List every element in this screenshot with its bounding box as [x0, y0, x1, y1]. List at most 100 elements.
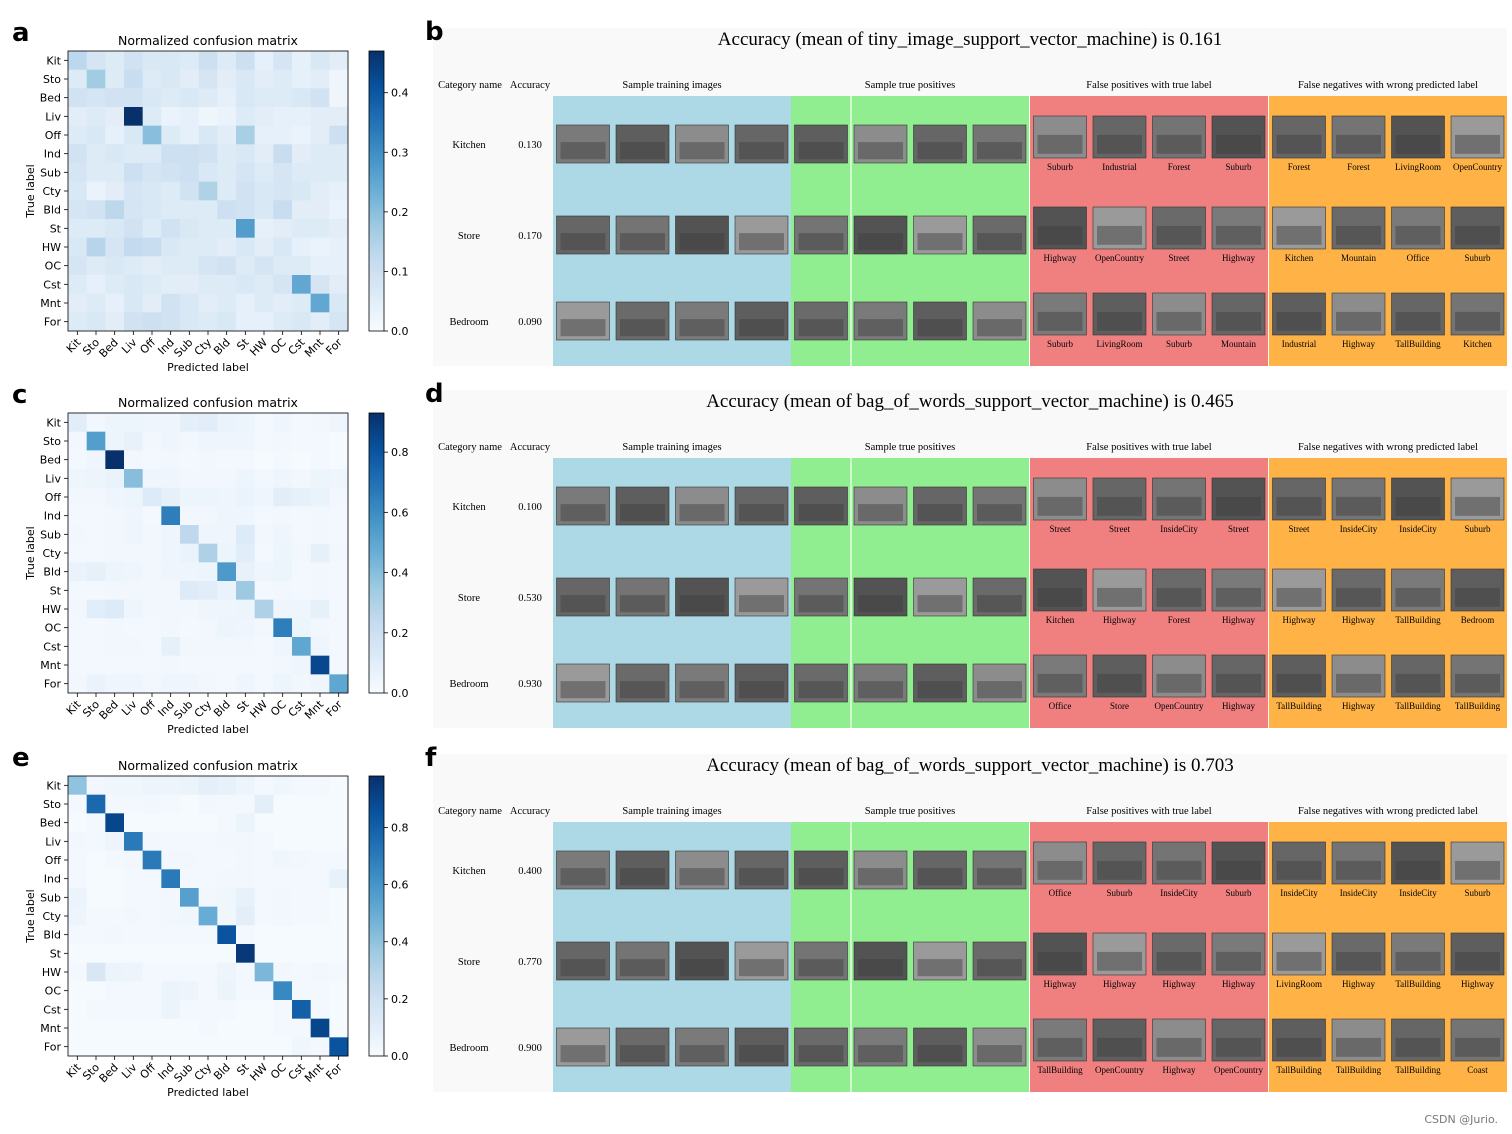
- heatmap-cell: [217, 51, 237, 71]
- thumbnail-detail: [560, 319, 606, 337]
- heatmap-cell: [198, 181, 218, 201]
- thumbnail-detail: [679, 233, 725, 251]
- heatmap-cell: [254, 637, 274, 657]
- heatmap-cell: [329, 813, 349, 833]
- heatmap-cell: [292, 275, 312, 295]
- y-tick-label: For: [44, 678, 62, 691]
- thumbnail-detail: [739, 868, 784, 886]
- heatmap-cell: [310, 413, 330, 433]
- heatmap-cell: [236, 599, 256, 619]
- heatmap-cell: [329, 562, 349, 582]
- heatmap-cell: [292, 256, 312, 276]
- thumbnail-detail: [977, 959, 1022, 977]
- x-tick-label: HW: [247, 336, 270, 359]
- heatmap-cell: [236, 962, 256, 982]
- thumbnail-detail: [977, 868, 1022, 886]
- thumbnail-image: [1272, 206, 1326, 250]
- heatmap-cell: [198, 869, 218, 889]
- heatmap-cell: [124, 906, 144, 926]
- x-tick-label: Bld: [211, 336, 233, 358]
- heatmap-cell: [198, 312, 218, 332]
- thumbnail-detail: [679, 319, 725, 337]
- thumbnail-detail: [1037, 134, 1083, 154]
- heatmap-cell: [254, 813, 274, 833]
- heatmap-cell: [254, 107, 274, 127]
- heatmap-cell: [161, 776, 181, 796]
- thumbnail-image: [615, 301, 670, 341]
- heatmap-cell: [68, 256, 88, 276]
- thumbnail-image: [1391, 932, 1445, 976]
- heatmap-cell: [86, 237, 106, 257]
- heatmap-cell: [86, 906, 106, 926]
- thumbnail-detail: [1455, 311, 1500, 331]
- thumbnail-label: Highway: [1283, 615, 1316, 625]
- thumbnail-image: [913, 850, 967, 890]
- heatmap-cell: [86, 219, 106, 239]
- thumbnail-detail: [560, 595, 606, 613]
- thumbnail-image: [1152, 477, 1206, 521]
- colorbar: [368, 412, 385, 694]
- heatmap-cell: [236, 51, 256, 71]
- heatmap-cell: [217, 256, 237, 276]
- thumbnail-label: Highway: [1342, 979, 1375, 989]
- thumbnail-image: [1211, 932, 1266, 976]
- heatmap-cell: [161, 163, 181, 183]
- heatmap-cell: [86, 51, 106, 71]
- thumbnail-label: Highway: [1163, 979, 1196, 989]
- heatmap-cell: [292, 450, 312, 470]
- heatmap-cell: [68, 450, 88, 470]
- thumbnail-detail: [620, 319, 665, 337]
- x-tick-label: Bed: [97, 698, 121, 722]
- thumbnail-detail: [1455, 587, 1500, 607]
- heatmap-cell: [68, 674, 88, 694]
- heatmap-cell: [217, 88, 237, 108]
- y-tick-label: Bld: [43, 929, 61, 942]
- heatmap-cell: [105, 506, 125, 526]
- heatmap-cell: [310, 1000, 330, 1020]
- thumbnail-image: [1211, 206, 1266, 250]
- y-tick-label: HW: [42, 966, 61, 979]
- heatmap-cell: [161, 944, 181, 964]
- thumbnail-detail: [1395, 673, 1441, 693]
- heatmap-cell: [236, 869, 256, 889]
- heatmap-cell: [236, 413, 256, 433]
- thumbnail-image: [794, 215, 848, 255]
- heatmap-cell: [273, 275, 293, 295]
- heatmap-cell: [217, 1018, 237, 1038]
- heatmap-cell: [292, 88, 312, 108]
- y-tick-label: For: [44, 1041, 62, 1054]
- heatmap-cell: [310, 450, 330, 470]
- heatmap-cell: [86, 981, 106, 1001]
- heatmap-cell: [236, 888, 256, 908]
- thumbnail-image: [794, 124, 848, 164]
- heatmap-cell: [273, 107, 293, 127]
- thumbnail-image: [794, 301, 848, 341]
- y-tick-label: Cst: [43, 1003, 61, 1016]
- heatmap-cell: [86, 256, 106, 276]
- heatmap-cell: [236, 144, 256, 164]
- thumbnail-detail: [1156, 951, 1202, 971]
- heatmap-cell: [236, 107, 256, 127]
- x-tick-label: Liv: [119, 1061, 140, 1082]
- heatmap-cell: [273, 655, 293, 675]
- heatmap-cell: [86, 543, 106, 563]
- heatmap-cell: [254, 181, 274, 201]
- heatmap-cell: [254, 1000, 274, 1020]
- thumbnail-detail: [620, 595, 665, 613]
- thumbnail-detail: [1037, 860, 1083, 880]
- thumbnail-label: Suburb: [1047, 339, 1074, 349]
- heatmap-cell: [105, 981, 125, 1001]
- chart-title: Normalized confusion matrix: [118, 395, 298, 410]
- x-tick-label: Kit: [64, 1060, 84, 1080]
- heatmap-cell: [329, 776, 349, 796]
- heatmap-cell: [142, 219, 162, 239]
- heatmap-cell: [329, 487, 349, 507]
- thumbnail-image: [913, 663, 967, 703]
- heatmap-cell: [161, 618, 181, 638]
- panel-title: Accuracy (mean of bag_of_words_support_v…: [706, 391, 1234, 412]
- thumbnail-image: [1152, 1018, 1206, 1062]
- y-tick-label: Kit: [46, 54, 61, 67]
- column-header: Accuracy: [510, 80, 551, 91]
- heatmap-cell: [329, 200, 349, 220]
- heatmap-cell: [236, 981, 256, 1001]
